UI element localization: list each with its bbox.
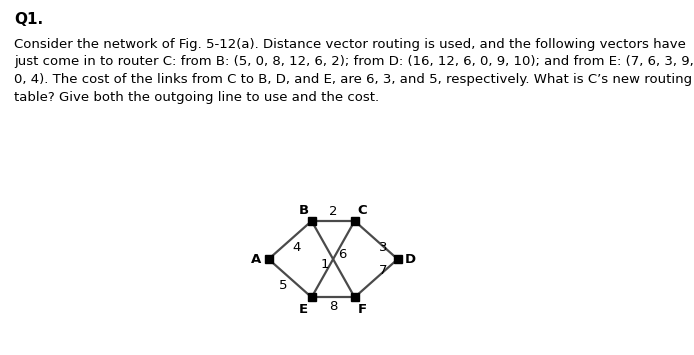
Text: 1: 1 (320, 258, 329, 271)
Text: C: C (358, 204, 367, 218)
Text: 5: 5 (279, 279, 288, 292)
Text: 4: 4 (293, 241, 301, 254)
Text: 8: 8 (329, 300, 337, 313)
Text: B: B (298, 204, 309, 218)
Text: D: D (405, 253, 416, 266)
Text: 2: 2 (329, 206, 337, 218)
Text: E: E (299, 303, 308, 316)
Text: 3: 3 (378, 241, 387, 254)
Text: F: F (358, 303, 367, 316)
Text: A: A (251, 253, 261, 266)
Text: Q1.: Q1. (14, 12, 43, 27)
Text: Consider the network of Fig. 5-12(a). Distance vector routing is used, and the f: Consider the network of Fig. 5-12(a). Di… (14, 38, 694, 104)
Text: 6: 6 (338, 248, 346, 261)
Text: 7: 7 (378, 264, 387, 277)
